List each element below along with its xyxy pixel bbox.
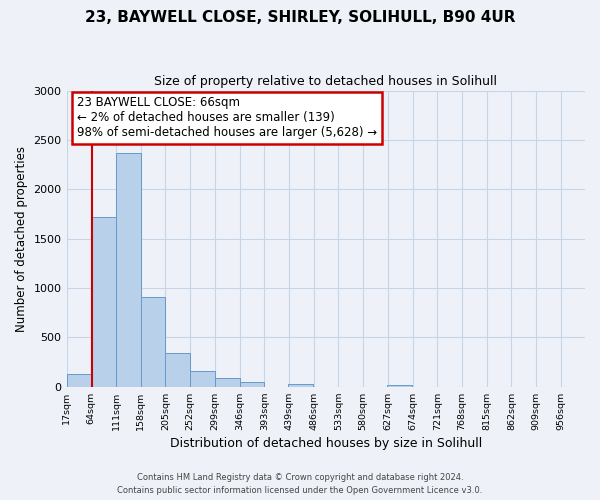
Bar: [91, 217, 116, 386]
Bar: [239, 382, 264, 386]
Bar: [140, 297, 166, 386]
Text: 23, BAYWELL CLOSE, SHIRLEY, SOLIHULL, B90 4UR: 23, BAYWELL CLOSE, SHIRLEY, SOLIHULL, B9…: [85, 10, 515, 25]
Y-axis label: Number of detached properties: Number of detached properties: [15, 146, 28, 332]
Text: Contains HM Land Registry data © Crown copyright and database right 2024.
Contai: Contains HM Land Registry data © Crown c…: [118, 474, 482, 495]
Bar: [166, 352, 190, 386]
X-axis label: Distribution of detached houses by size in Solihull: Distribution of detached houses by size …: [170, 437, 482, 450]
Bar: [387, 384, 412, 386]
Title: Size of property relative to detached houses in Solihull: Size of property relative to detached ho…: [154, 75, 497, 88]
Bar: [215, 378, 239, 386]
Bar: [289, 384, 313, 386]
Bar: [67, 374, 91, 386]
Bar: [190, 372, 215, 386]
Bar: [116, 152, 140, 386]
Text: 23 BAYWELL CLOSE: 66sqm
← 2% of detached houses are smaller (139)
98% of semi-de: 23 BAYWELL CLOSE: 66sqm ← 2% of detached…: [77, 96, 377, 140]
